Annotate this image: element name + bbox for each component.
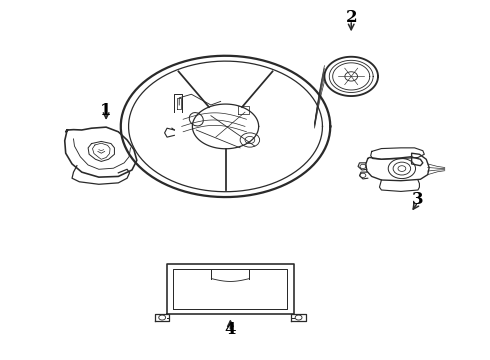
Text: 2: 2 <box>345 9 357 26</box>
Text: 4: 4 <box>224 321 236 338</box>
Text: 3: 3 <box>412 191 424 208</box>
Text: 1: 1 <box>100 102 112 119</box>
